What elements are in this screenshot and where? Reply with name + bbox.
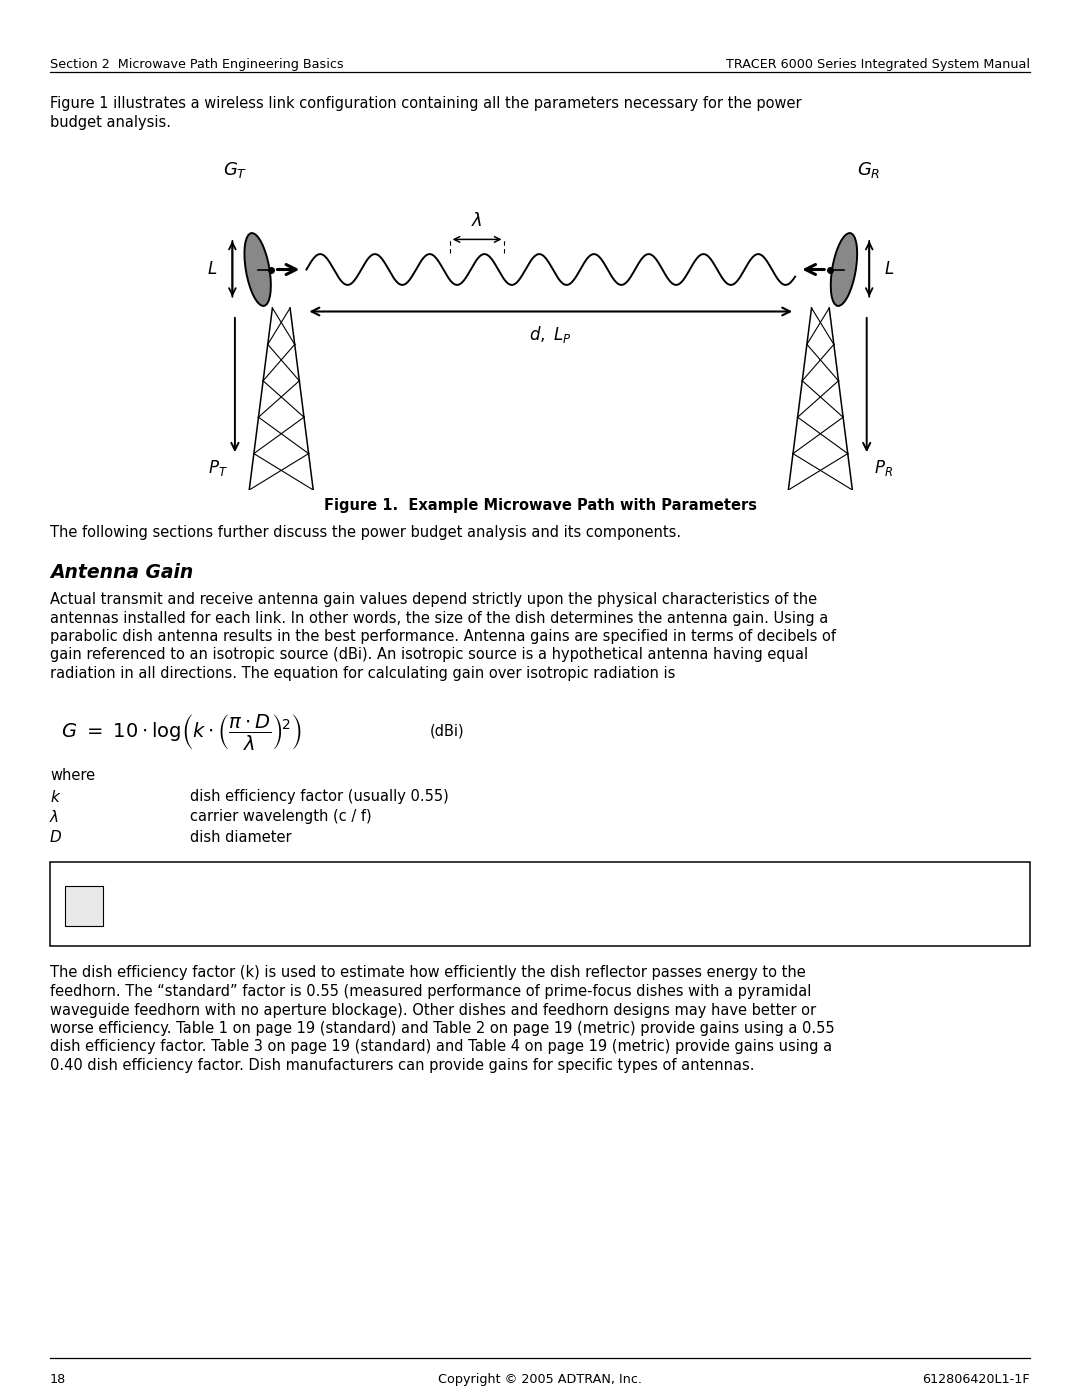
Text: dish efficiency factor (usually 0.55): dish efficiency factor (usually 0.55) <box>190 789 449 805</box>
Text: gain referenced to an isotropic source (dBi). An isotropic source is a hypotheti: gain referenced to an isotropic source (… <box>50 647 808 662</box>
Text: Figure 1 illustrates a wireless link configuration containing all the parameters: Figure 1 illustrates a wireless link con… <box>50 96 801 110</box>
Text: antennas installed for each link. In other words, the size of the dish determine: antennas installed for each link. In oth… <box>50 610 828 626</box>
Text: dish efficiency factor. Table 3 on page 19 (standard) and Table 4 on page 19 (me: dish efficiency factor. Table 3 on page … <box>50 1039 832 1055</box>
Text: carrier wavelength (c / f): carrier wavelength (c / f) <box>190 809 372 824</box>
Text: measure. Use the same unit of measure for both variables. For example, a carrier: measure. Use the same unit of measure fo… <box>135 894 703 908</box>
Text: $L$: $L$ <box>885 260 894 278</box>
Text: $P_T$: $P_T$ <box>208 458 228 479</box>
Text: (dBi): (dBi) <box>430 724 464 738</box>
Text: where: where <box>50 767 95 782</box>
Text: 18: 18 <box>50 1373 66 1386</box>
Text: NOTE: NOTE <box>68 901 100 911</box>
Text: 612806420L1-1F: 612806420L1-1F <box>922 1373 1030 1386</box>
Text: The following sections further discuss the power budget analysis and its compone: The following sections further discuss t… <box>50 525 681 541</box>
Ellipse shape <box>244 233 271 306</box>
Text: Copyright © 2005 ADTRAN, Inc.: Copyright © 2005 ADTRAN, Inc. <box>438 1373 642 1386</box>
Text: Antenna Gain: Antenna Gain <box>50 563 193 583</box>
Text: $G_R$: $G_R$ <box>858 159 881 180</box>
Text: feedhorn. The “standard” factor is 0.55 (measured performance of prime-focus dis: feedhorn. The “standard” factor is 0.55 … <box>50 983 811 999</box>
Text: radiation in all directions. The equation for calculating gain over isotropic ra: radiation in all directions. The equatio… <box>50 666 675 680</box>
Text: $G_T$: $G_T$ <box>222 159 247 180</box>
Text: The dish efficiency factor (k) is used to estimate how efficiently the dish refl: The dish efficiency factor (k) is used t… <box>50 965 806 981</box>
Text: 0.40 dish efficiency factor. Dish manufacturers can provide gains for specific t: 0.40 dish efficiency factor. Dish manufa… <box>50 1058 755 1073</box>
Text: The carrier wavelength ($\lambda_c$) and dish diameter (D) can be metric or stan: The carrier wavelength ($\lambda_c$) and… <box>135 873 727 890</box>
Ellipse shape <box>831 233 858 306</box>
Text: dish diameter: dish diameter <box>190 830 292 845</box>
Text: k: k <box>50 789 59 805</box>
Text: Section 2  Microwave Path Engineering Basics: Section 2 Microwave Path Engineering Bas… <box>50 59 343 71</box>
Text: budget analysis.: budget analysis. <box>50 115 171 130</box>
Text: waveguide feedhorn with no aperture blockage). Other dishes and feedhorn designs: waveguide feedhorn with no aperture bloc… <box>50 1003 816 1017</box>
Text: $\lambda$: $\lambda$ <box>471 211 483 229</box>
Text: TRACER 6000 Series Integrated System Manual: TRACER 6000 Series Integrated System Man… <box>726 59 1030 71</box>
Text: Actual transmit and receive antenna gain values depend strictly upon the physica: Actual transmit and receive antenna gain… <box>50 592 818 608</box>
Text: $L$: $L$ <box>207 260 217 278</box>
Text: worse efficiency. Table 1 on page 19 (standard) and Table 2 on page 19 (metric) : worse efficiency. Table 1 on page 19 (st… <box>50 1021 835 1037</box>
Text: $P_R$: $P_R$ <box>874 458 893 479</box>
Text: $G\ =\ 10\cdot\log\!\left(k\cdot\left(\dfrac{\pi\cdot D}{\lambda}\right)^{\!2}\r: $G\ =\ 10\cdot\log\!\left(k\cdot\left(\d… <box>60 711 302 752</box>
Text: parabolic dish antenna results in the best performance. Antenna gains are specif: parabolic dish antenna results in the be… <box>50 629 836 644</box>
Text: λ: λ <box>50 809 59 824</box>
Text: Figure 1.  Example Microwave Path with Parameters: Figure 1. Example Microwave Path with Pa… <box>324 497 756 513</box>
Text: wavelength of 0.124 meters requires a dish diameter in meters as well.: wavelength of 0.124 meters requires a di… <box>135 916 633 930</box>
Text: $d,\ L_P$: $d,\ L_P$ <box>529 324 572 345</box>
Text: D: D <box>50 830 62 845</box>
